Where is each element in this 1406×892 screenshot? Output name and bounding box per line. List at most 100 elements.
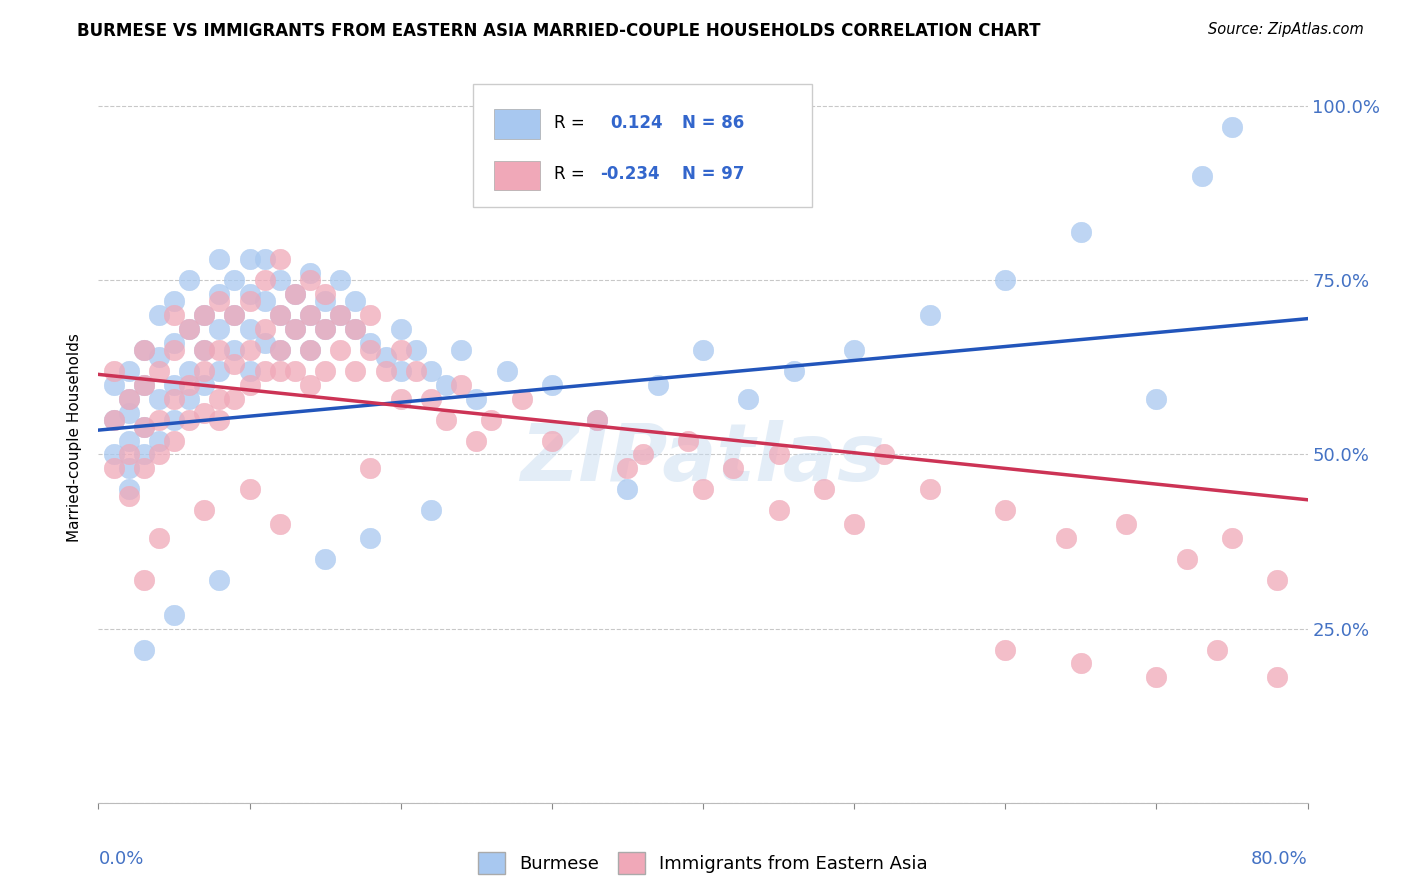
Point	[132, 419, 155, 434]
Point	[239, 252, 262, 267]
Point	[360, 461, 382, 475]
Point	[103, 364, 125, 378]
Point	[1070, 225, 1092, 239]
Point	[314, 287, 336, 301]
Point	[344, 322, 367, 336]
Point	[179, 392, 201, 406]
Point	[163, 377, 186, 392]
Point	[179, 273, 201, 287]
Point	[132, 573, 155, 587]
Point	[389, 392, 412, 406]
Point	[118, 392, 141, 406]
Text: 80.0%: 80.0%	[1251, 850, 1308, 868]
Point	[360, 336, 382, 351]
Point	[269, 308, 291, 322]
Point	[148, 392, 170, 406]
Point	[631, 448, 654, 462]
Point	[692, 483, 714, 497]
Point	[269, 273, 291, 287]
Point	[844, 343, 866, 357]
Point	[132, 642, 155, 657]
Point	[103, 412, 125, 426]
Point	[208, 364, 231, 378]
Point	[239, 364, 262, 378]
Point	[1191, 169, 1213, 183]
Point	[344, 364, 367, 378]
Point	[103, 412, 125, 426]
Point	[118, 483, 141, 497]
Point	[420, 364, 443, 378]
Point	[179, 377, 201, 392]
Point	[389, 364, 412, 378]
Point	[239, 322, 262, 336]
Point	[389, 343, 412, 357]
Point	[103, 448, 125, 462]
Point	[329, 273, 352, 287]
Point	[132, 461, 155, 475]
Y-axis label: Married-couple Households: Married-couple Households	[67, 333, 83, 541]
Point	[1175, 552, 1198, 566]
Point	[179, 322, 201, 336]
Point	[132, 343, 155, 357]
Point	[132, 377, 155, 392]
Point	[132, 419, 155, 434]
Point	[208, 287, 231, 301]
Point	[163, 294, 186, 309]
FancyBboxPatch shape	[494, 110, 540, 138]
Point	[299, 308, 322, 322]
Point	[299, 308, 322, 322]
Point	[269, 343, 291, 357]
Point	[118, 406, 141, 420]
Text: R =: R =	[554, 165, 585, 183]
Point	[420, 503, 443, 517]
Text: ZIPatlas: ZIPatlas	[520, 420, 886, 498]
Point	[737, 392, 759, 406]
Point	[1267, 670, 1289, 684]
Point	[360, 308, 382, 322]
Point	[208, 412, 231, 426]
Point	[299, 343, 322, 357]
Point	[329, 308, 352, 322]
Text: R =: R =	[554, 113, 585, 131]
Point	[1220, 120, 1243, 134]
Point	[586, 412, 609, 426]
Point	[239, 294, 262, 309]
Point	[239, 483, 262, 497]
Point	[253, 273, 276, 287]
Point	[239, 377, 262, 392]
Point	[994, 503, 1017, 517]
Point	[314, 294, 336, 309]
Point	[208, 252, 231, 267]
Point	[284, 287, 307, 301]
Legend: Burmese, Immigrants from Eastern Asia: Burmese, Immigrants from Eastern Asia	[471, 845, 935, 881]
Point	[239, 343, 262, 357]
Point	[1144, 392, 1167, 406]
Text: -0.234: -0.234	[600, 165, 659, 183]
Point	[163, 607, 186, 622]
Point	[768, 448, 790, 462]
Point	[224, 392, 246, 406]
Point	[118, 461, 141, 475]
Point	[163, 343, 186, 357]
Point	[163, 392, 186, 406]
Point	[434, 412, 457, 426]
Point	[314, 322, 336, 336]
Point	[118, 364, 141, 378]
Point	[253, 252, 276, 267]
Point	[224, 357, 246, 371]
Point	[540, 377, 562, 392]
Point	[193, 503, 215, 517]
Point	[299, 266, 322, 280]
Point	[299, 377, 322, 392]
Point	[1206, 642, 1229, 657]
Point	[344, 322, 367, 336]
Point	[994, 642, 1017, 657]
Point	[1267, 573, 1289, 587]
Point	[918, 483, 941, 497]
Point	[284, 322, 307, 336]
Point	[314, 552, 336, 566]
Point	[253, 322, 276, 336]
Point	[450, 377, 472, 392]
Point	[405, 343, 427, 357]
Point	[647, 377, 669, 392]
